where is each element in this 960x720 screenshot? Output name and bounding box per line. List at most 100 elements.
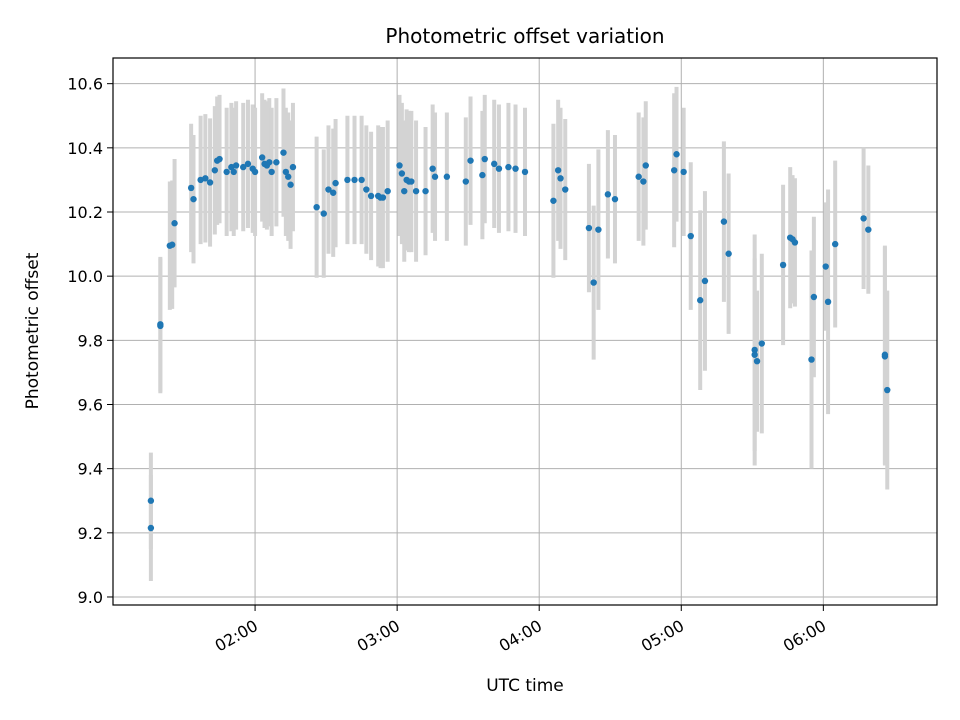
data-point	[512, 165, 519, 172]
y-axis-ticks: 9.0 9.2 9.4 9.6 9.8 10.0 10.2 10.4 10.6	[67, 75, 113, 607]
data-point	[673, 151, 680, 158]
y-tick-label: 9.8	[78, 331, 103, 350]
data-point	[697, 297, 704, 304]
data-point	[479, 171, 486, 179]
x-tick-label: 06:00	[780, 616, 829, 656]
plot-frame	[112, 57, 938, 606]
data-point	[808, 356, 815, 363]
data-point	[285, 173, 292, 180]
data-point	[495, 165, 503, 172]
y-tick-label: 9.0	[78, 588, 103, 607]
data-point	[595, 226, 602, 233]
data-point	[412, 187, 420, 195]
data-point	[670, 167, 678, 174]
data-point	[491, 160, 498, 168]
data-point	[351, 176, 358, 184]
data-point	[431, 173, 439, 180]
data-point	[701, 277, 709, 285]
data-point	[211, 167, 219, 174]
data-points	[147, 149, 891, 532]
data-point	[408, 178, 415, 185]
data-point	[289, 163, 297, 171]
data-point	[562, 186, 569, 193]
data-point	[687, 232, 694, 240]
data-point	[554, 167, 562, 174]
data-point	[157, 321, 164, 328]
data-point	[320, 210, 327, 217]
y-tick-label: 9.2	[78, 524, 103, 543]
x-tick-label: 05:00	[638, 616, 687, 656]
data-point	[791, 239, 799, 246]
chart-title: Photometric offset variation	[385, 24, 664, 48]
data-point	[429, 165, 436, 172]
data-point	[171, 220, 178, 227]
x-axis-title: UTC time	[486, 676, 564, 696]
data-point	[753, 357, 761, 365]
data-point	[147, 497, 155, 504]
data-point	[725, 250, 732, 257]
y-tick-label: 10.2	[67, 203, 103, 222]
data-point	[881, 351, 889, 358]
data-point	[831, 240, 839, 248]
data-point	[462, 178, 470, 185]
data-point	[521, 168, 529, 176]
x-tick-label: 04:00	[496, 616, 545, 656]
data-point	[332, 179, 339, 187]
y-tick-label: 9.6	[78, 395, 103, 414]
data-point	[751, 351, 758, 358]
x-tick-label: 03:00	[354, 616, 403, 656]
data-point	[680, 168, 687, 176]
y-tick-label: 9.4	[78, 460, 103, 479]
y-tick-label: 10.6	[67, 75, 103, 94]
data-point	[611, 195, 619, 203]
data-point	[557, 175, 564, 182]
data-point	[223, 168, 230, 176]
data-point	[282, 168, 290, 176]
data-point	[396, 162, 403, 169]
data-point	[379, 194, 387, 201]
data-point	[268, 168, 275, 176]
data-point	[604, 191, 612, 198]
data-point	[367, 192, 375, 200]
data-point	[884, 386, 891, 394]
data-point	[779, 261, 787, 269]
data-point	[244, 160, 252, 168]
error-bars	[148, 86, 890, 581]
data-point	[585, 224, 593, 232]
data-point	[642, 162, 649, 169]
data-point	[363, 186, 370, 193]
data-point	[751, 346, 758, 354]
data-point	[313, 203, 320, 211]
data-point	[240, 163, 247, 171]
data-point	[232, 162, 240, 169]
data-point	[168, 241, 176, 248]
data-point	[280, 149, 287, 156]
data-point	[202, 175, 209, 182]
data-point	[287, 181, 294, 188]
data-point	[187, 184, 195, 192]
data-point	[216, 155, 223, 163]
y-axis-title: Photometric offset	[23, 252, 43, 409]
data-point	[325, 186, 332, 193]
data-point	[550, 197, 557, 204]
data-point	[824, 298, 832, 306]
data-point	[810, 293, 818, 301]
data-point	[635, 173, 642, 180]
data-point	[266, 159, 273, 166]
data-point	[720, 218, 728, 225]
data-point	[330, 189, 337, 196]
data-point	[251, 168, 259, 176]
data-point	[640, 178, 647, 185]
data-point	[443, 173, 451, 180]
data-point	[258, 154, 266, 161]
data-point	[481, 155, 488, 163]
data-point	[384, 187, 391, 195]
data-point	[273, 159, 280, 166]
data-point	[822, 263, 829, 270]
data-point	[505, 163, 512, 171]
data-point	[190, 195, 197, 203]
y-tick-label: 10.0	[67, 267, 103, 286]
data-point	[467, 157, 474, 164]
data-point	[398, 170, 406, 177]
data-point	[206, 179, 214, 186]
